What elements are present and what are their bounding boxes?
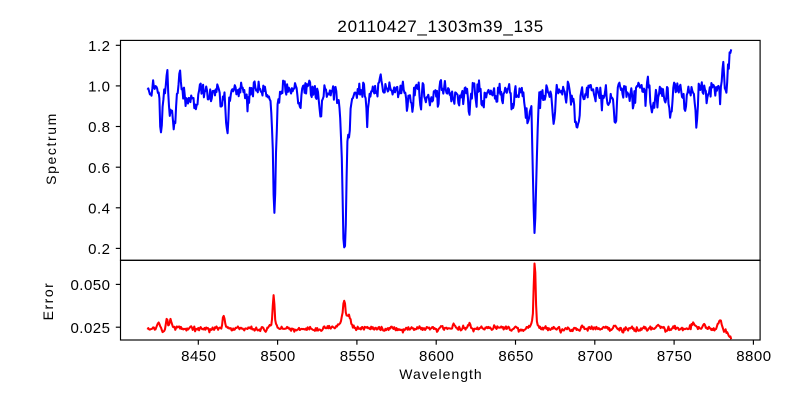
svg-text:8750: 8750 (657, 348, 692, 365)
svg-text:0.8: 0.8 (88, 119, 110, 136)
svg-text:1.0: 1.0 (88, 79, 110, 96)
svg-text:8800: 8800 (736, 348, 771, 365)
svg-text:8450: 8450 (181, 348, 216, 365)
svg-text:8700: 8700 (578, 348, 613, 365)
svg-text:1.2: 1.2 (88, 38, 110, 55)
svg-text:0.6: 0.6 (88, 160, 110, 177)
svg-text:8650: 8650 (498, 348, 533, 365)
svg-text:8600: 8600 (419, 348, 454, 365)
svg-text:0.050: 0.050 (70, 277, 110, 294)
svg-text:Wavelength: Wavelength (399, 366, 482, 382)
svg-text:0.4: 0.4 (88, 201, 110, 218)
svg-text:8500: 8500 (260, 348, 295, 365)
svg-text:Spectrum: Spectrum (43, 112, 59, 185)
svg-text:0.025: 0.025 (70, 320, 110, 337)
svg-text:20110427_1303m39_135: 20110427_1303m39_135 (337, 17, 544, 36)
svg-text:8550: 8550 (340, 348, 375, 365)
svg-text:Error: Error (40, 282, 56, 321)
svg-text:0.2: 0.2 (88, 241, 110, 258)
